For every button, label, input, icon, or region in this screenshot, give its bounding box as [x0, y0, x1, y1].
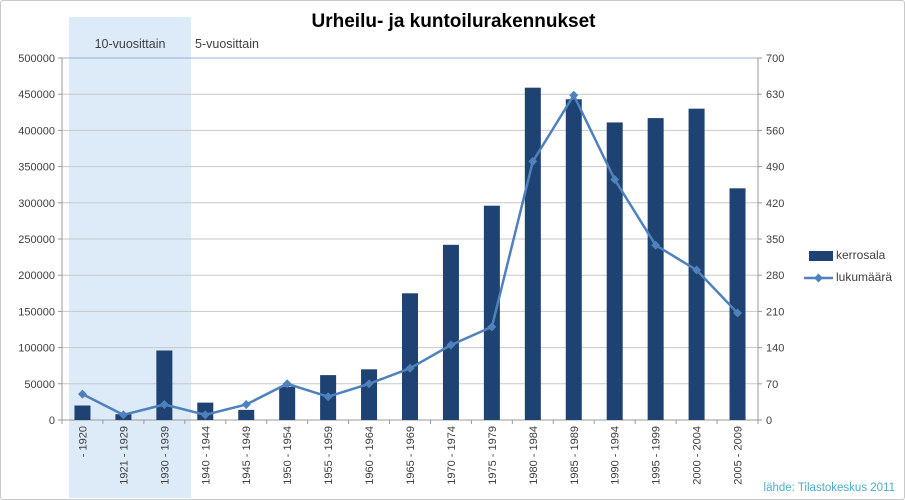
y-right-tick-label: 350 — [766, 234, 784, 246]
x-tick-label: 1965 - 1969 — [405, 426, 417, 485]
bar — [688, 108, 705, 421]
bar — [565, 99, 582, 420]
legend-item-kerrosala: kerrosala — [804, 249, 892, 262]
bar — [238, 409, 255, 420]
bar-series-swatch-icon — [809, 250, 833, 261]
line-marker — [118, 410, 128, 420]
bar — [524, 87, 541, 421]
y-left-tick-label: 150000 — [18, 306, 55, 318]
x-tick-label: 1970 - 1974 — [446, 426, 458, 485]
y-left-tick-label: 0 — [49, 415, 55, 427]
x-tick-label: 2000 - 2004 — [692, 426, 704, 485]
y-right-tick-label: 700 — [766, 53, 784, 65]
y-left-tick-label: 200000 — [18, 270, 55, 282]
y-left-tick-label: 100000 — [18, 343, 55, 355]
bar — [156, 350, 173, 420]
bar — [729, 188, 746, 420]
x-tick-label: 1960 - 1964 — [364, 426, 376, 485]
x-tick-label: 2005 - 2009 — [733, 426, 745, 485]
bar — [483, 205, 500, 420]
chart-title: Urheilu- ja kuntoilurakennukset — [311, 11, 596, 32]
x-tick-label: 1995 - 1999 — [651, 426, 663, 485]
y-left-tick-label: 250000 — [18, 234, 55, 246]
source-text: lähde: Tilastokeskus 2011 — [763, 482, 895, 494]
y-right-tick-label: 210 — [766, 306, 784, 318]
line-marker — [487, 322, 497, 332]
y-left-tick-label: 350000 — [18, 162, 55, 174]
y-left-tick-label: 400000 — [18, 125, 55, 137]
bar — [74, 405, 91, 420]
band-label-10-vuosittain: 10-vuosittain — [94, 37, 166, 51]
bar — [606, 122, 623, 420]
x-tick-label: 1945 - 1949 — [241, 426, 253, 485]
x-tick-label: 1975 - 1979 — [487, 426, 499, 485]
line-marker — [364, 379, 374, 389]
x-tick-label: 1950 - 1954 — [282, 426, 294, 485]
bar — [361, 369, 378, 420]
line-marker — [610, 175, 620, 185]
band-label-5-vuosittain: 5-vuosittain — [195, 37, 259, 51]
line-marker — [733, 308, 743, 318]
y-left-tick-label: 50000 — [24, 379, 55, 391]
x-tick-label: 1990 - 1994 — [610, 426, 622, 485]
line-marker — [200, 410, 210, 420]
x-tick-label: 1955 - 1959 — [323, 426, 335, 485]
bar — [442, 244, 459, 420]
x-tick-label: - 1920 — [77, 426, 89, 457]
x-tick-label: 1921 - 1929 — [118, 426, 130, 485]
line-marker — [323, 392, 333, 402]
bar — [647, 118, 664, 420]
x-tick-label: 1940 - 1944 — [200, 426, 212, 485]
line-marker — [651, 240, 661, 250]
line-marker — [528, 156, 538, 166]
line-series-swatch-icon — [804, 273, 833, 282]
y-left-tick-label: 500000 — [18, 53, 55, 65]
line-marker — [405, 363, 415, 373]
y-right-tick-label: 420 — [766, 198, 784, 210]
line-marker — [159, 399, 169, 409]
line-marker — [241, 399, 251, 409]
legend: kerrosala lukumäärä — [804, 249, 892, 284]
line-marker — [446, 340, 456, 350]
y-right-tick-label: 560 — [766, 125, 784, 137]
legend-swatch-wrap — [804, 250, 833, 261]
line-marker — [282, 379, 292, 389]
x-tick-label: 1985 - 1989 — [569, 426, 581, 485]
legend-item-lukumaara: lukumäärä — [804, 271, 892, 284]
legend-label-kerrosala: kerrosala — [836, 248, 886, 262]
y-right-tick-label: 0 — [766, 415, 772, 427]
x-tick-label: 1980 - 1984 — [528, 426, 540, 485]
y-right-tick-label: 280 — [766, 270, 784, 282]
y-right-tick-label: 140 — [766, 343, 784, 355]
x-tick-label: 1930 - 1939 — [159, 426, 171, 485]
line-marker — [692, 265, 702, 275]
y-right-tick-label: 490 — [766, 162, 784, 174]
line-marker — [77, 389, 87, 399]
legend-label-lukumaara: lukumäärä — [836, 270, 893, 284]
line-marker — [569, 90, 579, 100]
bar — [402, 293, 418, 420]
y-left-tick-label: 450000 — [18, 89, 55, 101]
bar — [279, 386, 296, 420]
y-left-tick-label: 300000 — [18, 198, 55, 210]
y-right-tick-label: 70 — [766, 379, 778, 391]
y-right-tick-label: 630 — [766, 89, 784, 101]
legend-swatch-wrap — [804, 272, 833, 284]
